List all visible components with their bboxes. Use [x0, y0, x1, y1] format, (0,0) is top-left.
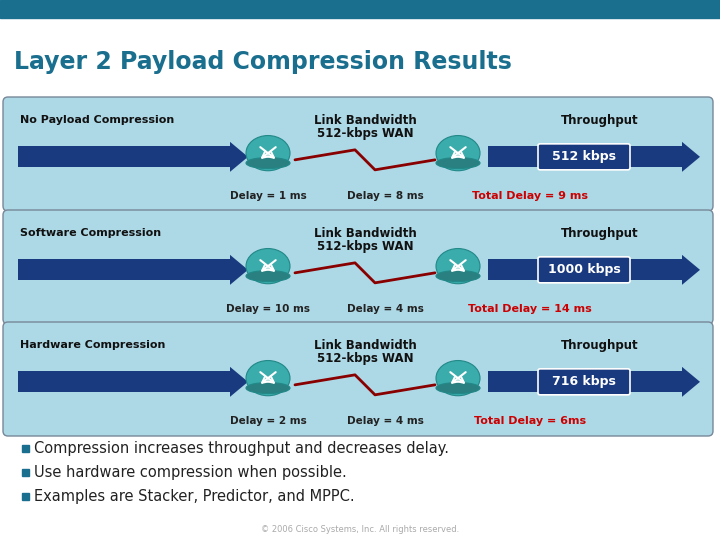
- Text: 716 kbps: 716 kbps: [552, 375, 616, 388]
- Ellipse shape: [436, 136, 480, 171]
- Text: Link Bandwidth: Link Bandwidth: [314, 227, 416, 240]
- Text: Throughput: Throughput: [561, 227, 639, 240]
- Text: Delay = 4 ms: Delay = 4 ms: [346, 416, 423, 426]
- Bar: [18, 372, 230, 393]
- Text: Software Compression: Software Compression: [20, 228, 161, 238]
- FancyBboxPatch shape: [538, 369, 630, 395]
- Bar: [22, 492, 29, 500]
- Polygon shape: [230, 255, 248, 285]
- FancyBboxPatch shape: [3, 210, 713, 324]
- Text: 512-kbps WAN: 512-kbps WAN: [317, 240, 413, 253]
- Text: 512 kbps: 512 kbps: [552, 150, 616, 163]
- Ellipse shape: [246, 158, 290, 168]
- Text: Delay = 1 ms: Delay = 1 ms: [230, 191, 307, 201]
- Text: Link Bandwidth: Link Bandwidth: [314, 114, 416, 127]
- Text: Total Delay = 9 ms: Total Delay = 9 ms: [472, 191, 588, 201]
- Text: Use hardware compression when possible.: Use hardware compression when possible.: [34, 464, 347, 480]
- Ellipse shape: [436, 248, 480, 284]
- Text: Layer 2 Payload Compression Results: Layer 2 Payload Compression Results: [14, 50, 512, 74]
- Text: No Payload Compression: No Payload Compression: [20, 115, 174, 125]
- FancyBboxPatch shape: [538, 144, 630, 170]
- Polygon shape: [682, 142, 700, 172]
- Text: Delay = 10 ms: Delay = 10 ms: [226, 304, 310, 314]
- FancyBboxPatch shape: [3, 97, 713, 211]
- Polygon shape: [682, 255, 700, 285]
- Bar: [18, 146, 230, 167]
- Text: Total Delay = 14 ms: Total Delay = 14 ms: [468, 304, 592, 314]
- Text: Delay = 2 ms: Delay = 2 ms: [230, 416, 307, 426]
- Polygon shape: [230, 367, 248, 397]
- Bar: [22, 444, 29, 451]
- Ellipse shape: [246, 248, 290, 284]
- Bar: [488, 146, 682, 167]
- Ellipse shape: [246, 136, 290, 171]
- Ellipse shape: [246, 361, 290, 396]
- Bar: [488, 259, 682, 280]
- Text: Throughput: Throughput: [561, 114, 639, 127]
- FancyBboxPatch shape: [538, 257, 630, 283]
- Text: Delay = 8 ms: Delay = 8 ms: [346, 191, 423, 201]
- Polygon shape: [230, 142, 248, 172]
- Text: 512-kbps WAN: 512-kbps WAN: [317, 127, 413, 140]
- Ellipse shape: [436, 158, 480, 168]
- Ellipse shape: [436, 361, 480, 396]
- FancyBboxPatch shape: [3, 322, 713, 436]
- Ellipse shape: [436, 382, 480, 394]
- Text: Delay = 4 ms: Delay = 4 ms: [346, 304, 423, 314]
- Text: Examples are Stacker, Predictor, and MPPC.: Examples are Stacker, Predictor, and MPP…: [34, 489, 355, 503]
- Text: 1000 kbps: 1000 kbps: [548, 264, 621, 276]
- Polygon shape: [682, 367, 700, 397]
- Text: 512-kbps WAN: 512-kbps WAN: [317, 352, 413, 365]
- Text: Compression increases throughput and decreases delay.: Compression increases throughput and dec…: [34, 441, 449, 456]
- Ellipse shape: [246, 382, 290, 394]
- Bar: [22, 469, 29, 476]
- Bar: [0, 0, 720, 18]
- Text: Hardware Compression: Hardware Compression: [20, 340, 166, 350]
- Text: Link Bandwidth: Link Bandwidth: [314, 339, 416, 352]
- Ellipse shape: [246, 271, 290, 281]
- Text: Total Delay = 6ms: Total Delay = 6ms: [474, 416, 586, 426]
- Text: Throughput: Throughput: [561, 339, 639, 352]
- Bar: [488, 372, 682, 393]
- Ellipse shape: [436, 271, 480, 281]
- Bar: [18, 259, 230, 280]
- Text: © 2006 Cisco Systems, Inc. All rights reserved.: © 2006 Cisco Systems, Inc. All rights re…: [261, 525, 459, 535]
